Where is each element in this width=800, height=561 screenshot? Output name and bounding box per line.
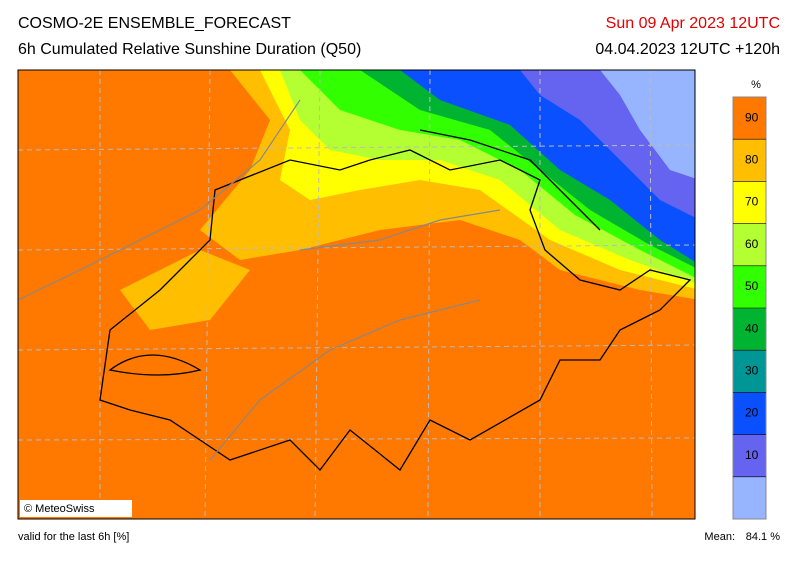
footer-note: valid for the last 6h [%] [18,531,129,543]
colorbar-bin [733,139,766,182]
run-time: 04.04.2023 12UTC +120h [595,41,780,58]
colorbar-bin [733,392,766,435]
colorbar-bin [733,265,766,308]
map: © MeteoSwiss [17,69,696,520]
valid-date: Sun 09 Apr 2023 12UTC [606,15,780,32]
colorbar-bin [733,434,766,477]
colorbar-bin [733,476,766,519]
colorbar-tick-label: 60 [745,237,759,251]
mean-label: Mean: [704,531,735,543]
colorbar-bin [733,308,766,351]
credit: © MeteoSwiss [24,503,95,515]
subtitle: 6h Cumulated Relative Sunshine Duration … [18,41,361,58]
title: COSMO-2E ENSEMBLE_FORECAST [18,15,291,32]
colorbar-tick-label: 70 [745,195,759,209]
colorbar: % 10 20 30 40 50 60 70 80 90 [732,79,767,520]
colorbar-bin [733,181,766,224]
unit-label: % [751,79,761,91]
colorbar-tick-label: 80 [745,152,759,166]
colorbar-tick-label: 40 [745,321,759,335]
mean-value: 84.1 % [746,531,780,543]
colorbar-bin [733,97,766,140]
colorbar-tick-label: 10 [745,448,759,462]
colorbar-bin [733,223,766,266]
colorbar-tick-label: 20 [745,406,759,420]
colorbar-tick-label: 30 [745,363,759,377]
colorbar-tick-label: 90 [745,110,759,124]
colorbar-bin [733,350,766,393]
colorbar-tick-label: 50 [745,279,759,293]
